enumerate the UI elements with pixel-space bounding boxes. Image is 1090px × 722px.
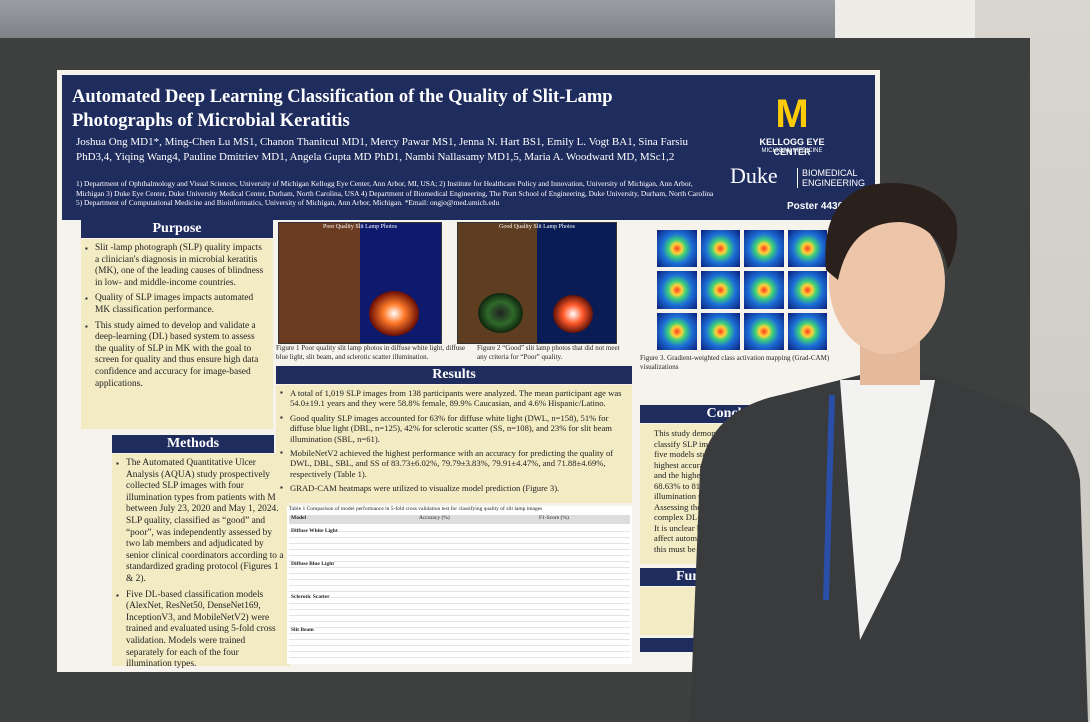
table-group: Diffuse White Light	[291, 528, 338, 534]
shirt	[840, 380, 935, 640]
heatmap	[700, 271, 740, 309]
kellogg-label: KELLOGG EYE CENTER	[759, 137, 825, 157]
figure-3-caption: Figure 3. Gradient-weighted class activa…	[640, 354, 830, 371]
results-bullet: MobileNetV2 achieved the highest perform…	[280, 448, 626, 479]
figure-3-heatmaps	[657, 230, 827, 350]
heatmap	[700, 230, 740, 268]
affiliations: 1) Department of Ophthalmology and Visua…	[76, 179, 714, 207]
heatmap	[657, 312, 697, 350]
purpose-heading: Purpose	[81, 220, 273, 238]
figure-1-image: Poor Quality Slit Lamp Photos	[278, 222, 442, 344]
conclusion-line: It is unclear how	[654, 522, 712, 533]
conclusion-line: five models studied,	[654, 449, 724, 459]
duke-logo: Duke	[730, 163, 778, 188]
results-bullet: GRAD-CAM heatmaps were utilized to visua…	[280, 483, 626, 494]
purpose-body: Slit -lamp photograph (SLP) quality impa…	[81, 239, 273, 429]
figure-2-caption: Figure 2 “Good” slit lamp photos that di…	[477, 344, 620, 361]
michigan-logo: M	[775, 92, 809, 136]
methods-body: The Automated Quantitative Ulcer Analysi…	[112, 454, 290, 669]
figure-2-title: Good Quality Slit Lamp Photos	[498, 224, 575, 230]
heatmap	[700, 312, 740, 350]
conclusion-line: and the highest over	[654, 470, 724, 480]
conclusion-line: this must be exp	[654, 543, 711, 554]
results-bullet: A total of 1,019 SLP images from 138 par…	[280, 388, 626, 409]
lanyard	[823, 394, 835, 601]
table-column: F1-Score (%)	[539, 515, 569, 521]
table-group: Diffuse Blue Light	[291, 561, 335, 567]
figure-2-image: Good Quality Slit Lamp Photos	[457, 222, 617, 344]
table-rows: Diffuse White Light Diffuse Blue Light S…	[289, 526, 630, 662]
conclusion-line: affect automated	[654, 533, 712, 543]
poster-header: Automated Deep Learning Classification o…	[62, 75, 875, 220]
poster-title: Automated Deep Learning Classification o…	[72, 87, 613, 131]
results-body: A total of 1,019 SLP images from 138 par…	[276, 385, 632, 503]
purpose-bullet: Slit -lamp photograph (SLP) quality impa…	[85, 243, 267, 289]
table-group: Sclerotic Scatter	[291, 594, 330, 600]
conclusion-line: illumination types.	[654, 491, 719, 501]
table-group: Slit Beam	[291, 627, 314, 633]
bme-label: BIOMEDICAL ENGINEERING	[797, 168, 877, 188]
conclusion-line: classify SLP images ba	[654, 438, 734, 449]
table-column: Model	[291, 515, 306, 521]
figure-1-title: Poor Quality Slit Lamp Photos	[322, 224, 397, 230]
heatmap	[787, 312, 827, 350]
results-bullet: Good quality SLP images accounted for 63…	[280, 413, 626, 444]
heatmap	[657, 230, 697, 268]
michigan-medicine-label: MICHIGAN MEDICINE	[761, 148, 823, 154]
conclusion-line: highest accuracy ran	[654, 459, 725, 470]
heatmap	[744, 230, 784, 268]
conclusion-line: Assessing the qua	[654, 501, 716, 512]
purpose-bullet: Quality of SLP images impacts automated …	[85, 293, 267, 316]
conclusion-line: 68.63% to 81.56%	[654, 480, 718, 491]
table-caption: Table 1 Comparison of model performance …	[289, 506, 543, 512]
hair	[825, 183, 958, 280]
figure-2-glare	[553, 295, 593, 333]
heatmap	[744, 312, 784, 350]
figure-1-caption: Figure 1 Poor quality slit lamp photos i…	[276, 344, 466, 361]
heatmap	[744, 271, 784, 309]
authors: Joshua Ong MD1*, Ming-Chen Lu MS1, Chano…	[76, 136, 689, 163]
methods-bullet: Five DL-based classification models (Ale…	[116, 590, 284, 671]
poster-number: Poster 4436	[787, 201, 844, 212]
methods-bullet: The Automated Quantitative Ulcer Analysi…	[116, 458, 284, 586]
table-header-row: Model Accuracy (%) F1-Score (%)	[289, 515, 630, 524]
face	[829, 210, 945, 354]
results-heading: Results	[276, 366, 632, 384]
methods-heading: Methods	[112, 435, 274, 453]
figure-1-glare	[369, 291, 419, 336]
purpose-bullet: This study aimed to develop and validate…	[85, 321, 267, 391]
conclusion-line: This study demonstrates an a	[654, 428, 754, 438]
heatmap	[787, 271, 827, 309]
conclusion-line: complex DL-task	[654, 512, 714, 522]
table-column: Accuracy (%)	[419, 515, 450, 521]
heatmap	[787, 230, 827, 268]
table-1: Table 1 Comparison of model performance …	[287, 506, 632, 664]
heatmap	[657, 271, 697, 309]
figure-2-eye	[478, 293, 523, 333]
